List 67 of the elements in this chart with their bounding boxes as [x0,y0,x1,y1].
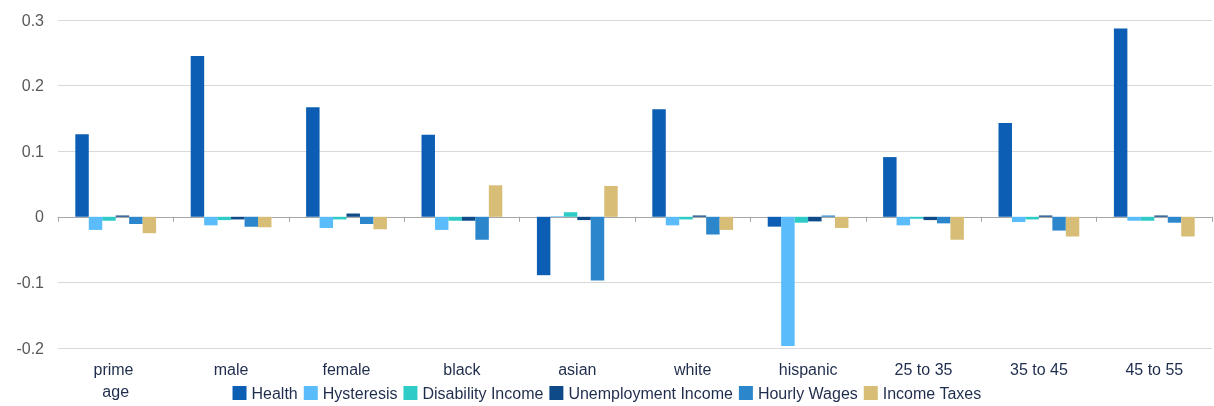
bar [883,157,897,217]
bar [142,216,157,234]
bar [950,216,964,240]
bar [808,216,822,222]
x-tick-label: hispanic [778,360,838,378]
bar [604,185,618,217]
bar [1181,216,1195,237]
x-tick-label: 25 to 35 [894,360,953,378]
bar [706,216,720,235]
y-tick-label: 0 [35,208,45,226]
bar [665,216,680,226]
x-tick-label: 45 to 55 [1125,360,1184,378]
x-tick-label: prime age [93,360,138,400]
bar [319,216,334,228]
x-tick-label: asian [558,360,597,378]
y-tick-label: -0.2 [16,339,45,357]
bar [75,134,89,217]
legend-label: Income Taxes [882,384,982,402]
x-tick-label: female [322,360,371,378]
y-tick-label: 0.1 [21,142,45,160]
bar [244,216,259,227]
x-tick-label: male [213,360,249,378]
bar [563,212,578,217]
bar [1140,216,1155,221]
bar [767,216,782,227]
bar [1113,28,1128,217]
bar [475,216,489,240]
bar [258,216,272,228]
bar [434,216,449,230]
bar [373,216,387,230]
legend-label: Unemployment Income [568,384,733,402]
bar [652,109,666,217]
legend-label: Hourly Wages [757,384,858,402]
bar [794,216,809,223]
bar [421,134,435,217]
bar [577,216,591,221]
bar [359,216,374,225]
bar [835,216,849,228]
bar [719,216,734,230]
bar [536,216,551,276]
bar [461,216,476,221]
bar [1011,216,1026,223]
bar [129,216,143,225]
bar [781,216,795,347]
bar [88,216,103,230]
bar [190,56,205,217]
bar [1167,216,1182,223]
bar [1052,216,1066,231]
x-tick-label: white [673,360,712,378]
x-tick-label: 35 to 45 [1009,360,1068,378]
bar [448,216,462,221]
x-tick-label: black [443,360,482,378]
bar [488,185,503,217]
bar [1127,216,1141,221]
y-tick-label: 0.2 [21,77,45,95]
bar [306,107,320,217]
y-tick-label: 0.3 [21,11,45,29]
legend-label: Disability Income [422,384,544,402]
bar [998,122,1012,217]
legend-label: Health [251,384,298,402]
bar [590,216,605,281]
legend-label: Hysteresis [322,384,398,402]
bar [1065,216,1080,237]
bar [102,216,116,221]
y-tick-label: -0.1 [16,273,45,291]
bar [896,216,911,226]
bar [204,216,218,226]
